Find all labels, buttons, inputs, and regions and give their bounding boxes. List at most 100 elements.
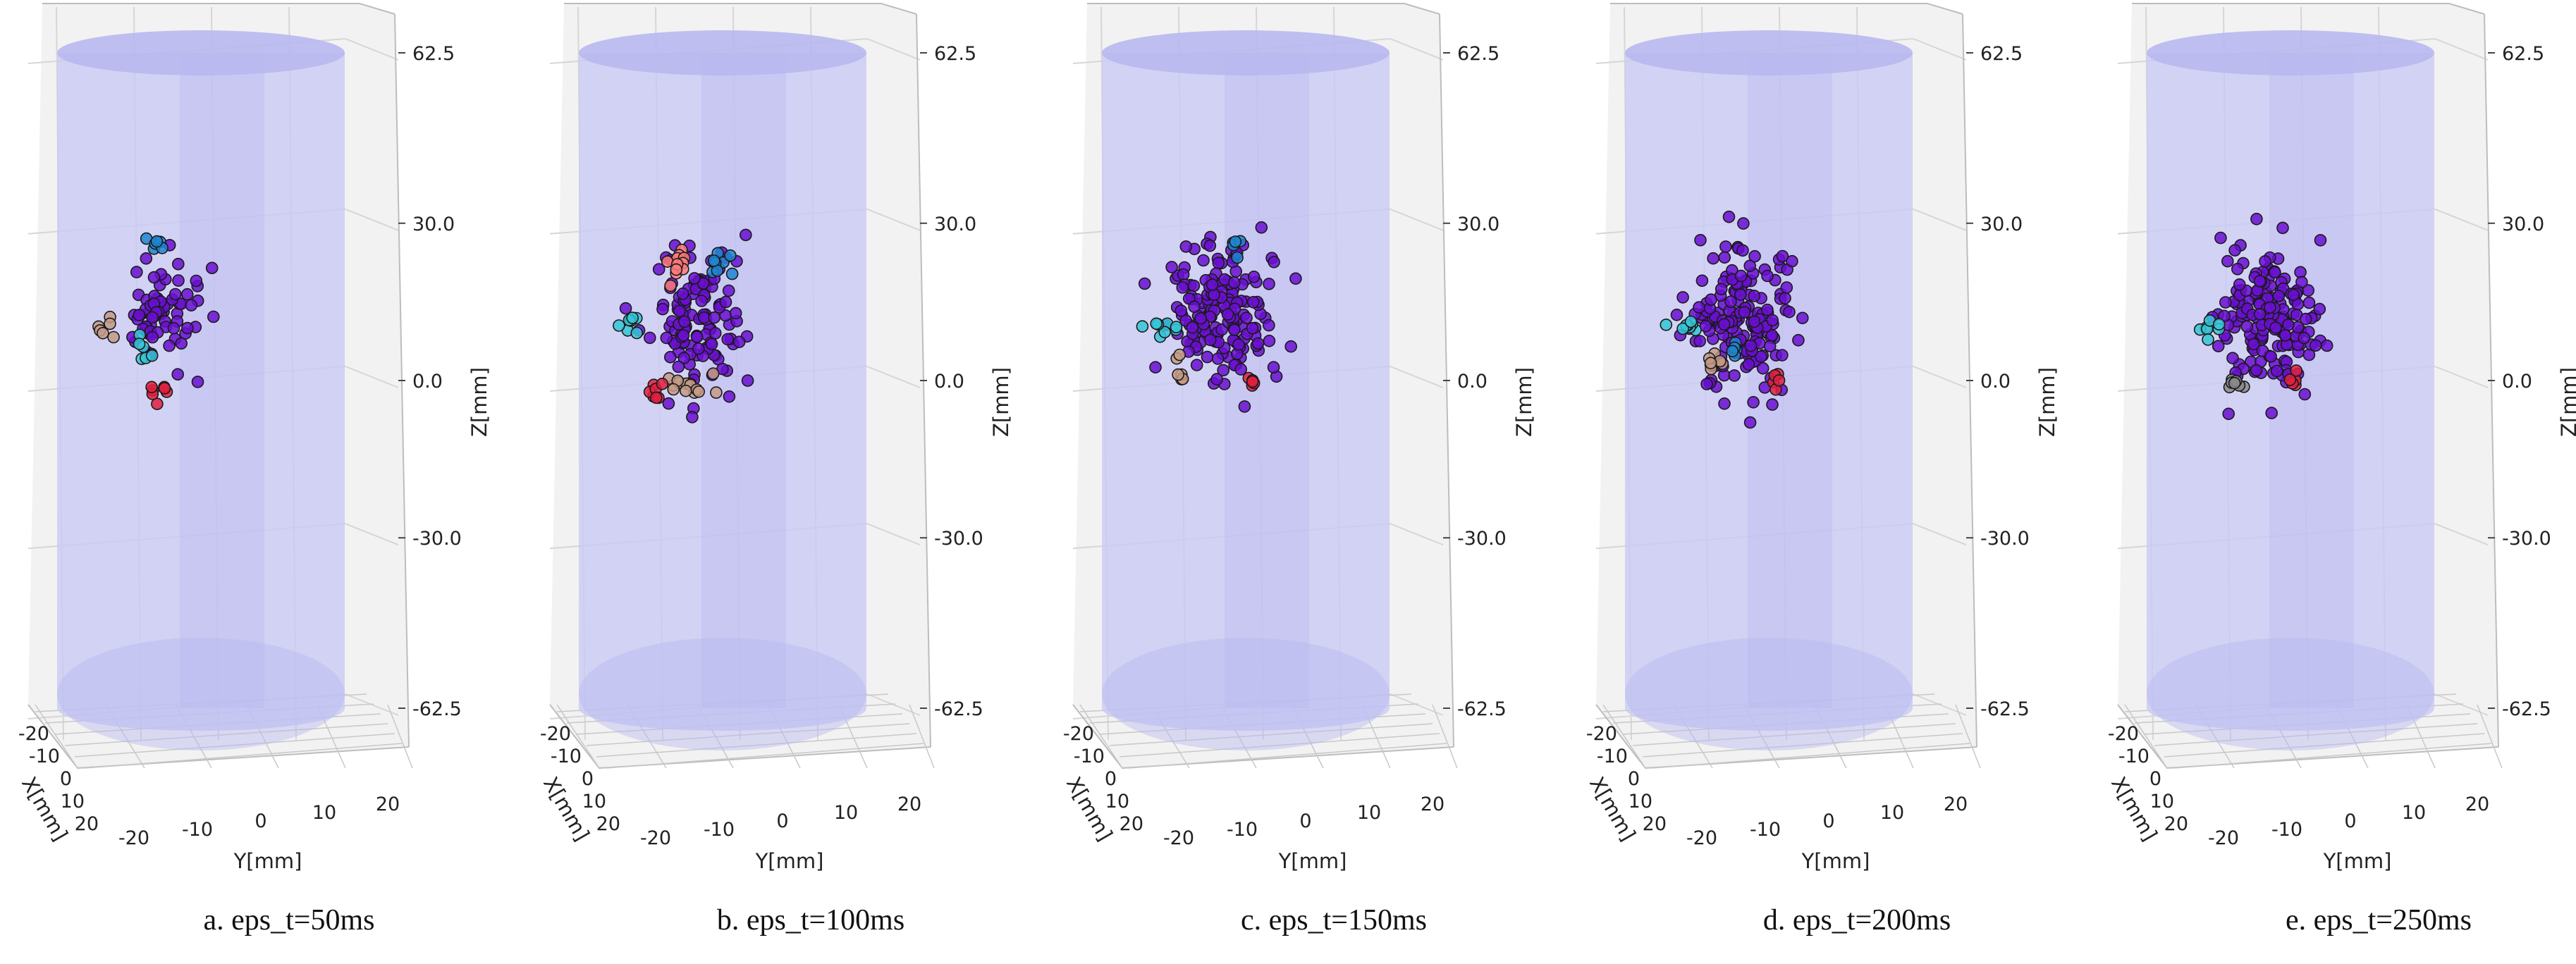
- scatter-point-cyan: [1150, 317, 1163, 330]
- z-tick-label: 0.0: [934, 371, 964, 393]
- scatter-point-main: [1676, 291, 1689, 304]
- cylinder-bottom-cap: [57, 638, 345, 750]
- y-tick-label: 10: [1880, 802, 1904, 824]
- panel-caption: a. eps_t=50ms: [203, 904, 375, 937]
- x-tick-label: 0: [582, 768, 594, 790]
- scatter-point-main: [1246, 321, 1259, 335]
- y-tick-label: -10: [182, 819, 213, 841]
- scatter-point-main: [690, 330, 704, 343]
- scatter-point-main: [2214, 231, 2227, 245]
- y-tick-label: 20: [897, 793, 921, 815]
- scatter-point-main: [2250, 364, 2263, 377]
- scatter-point-main: [739, 228, 752, 242]
- scatter-point-tan: [710, 386, 723, 399]
- scatter-point-main: [2309, 339, 2322, 352]
- y-tick-label: 20: [376, 793, 400, 815]
- scatter-point-main: [1699, 319, 1712, 333]
- z-tick-label: 0.0: [1980, 371, 2011, 393]
- scatter-point-cyan: [1676, 322, 1689, 335]
- x-tick-label: 10: [1629, 791, 1652, 812]
- scatter-point-main: [2271, 364, 2283, 378]
- scatter-point-main: [698, 311, 711, 324]
- scatter-point-main: [190, 274, 203, 288]
- scatter-point-main: [1289, 272, 1302, 285]
- scatter-point-main: [2264, 350, 2277, 363]
- scatter-point-main: [1766, 398, 1779, 411]
- scatter-point-main: [678, 315, 691, 328]
- y-tick-label: 0: [254, 810, 266, 832]
- x-tick-label: -20: [2108, 723, 2139, 745]
- scatter-point-main: [695, 295, 708, 307]
- scatter-point-red: [656, 377, 669, 390]
- scatter-point-main: [2278, 329, 2292, 342]
- z-tick-label: 62.5: [412, 43, 455, 65]
- scatter-point-main: [2298, 388, 2312, 401]
- scatter-point-main: [1149, 361, 1162, 374]
- scatter-point-cyan: [626, 311, 639, 324]
- scatter-point-main: [2264, 301, 2276, 314]
- scatter-point-main: [2282, 319, 2295, 331]
- x-tick-label: 10: [2150, 791, 2174, 812]
- scatter-point-main: [1783, 305, 1796, 319]
- z-tick-label: -30.0: [934, 528, 983, 550]
- scatter-point-main: [1705, 293, 1717, 307]
- scatter-point-main: [2269, 266, 2281, 279]
- scatter-point-main: [1203, 239, 1217, 252]
- scatter-point-main: [1722, 210, 1736, 223]
- z-tick-label: -30.0: [2502, 528, 2551, 550]
- scatter-point-main: [721, 333, 734, 346]
- panel-caption: e. eps_t=250ms: [2286, 904, 2472, 937]
- scatter-point-main: [2298, 331, 2311, 345]
- z-axis-label: Z[mm]: [2557, 367, 2576, 437]
- y-axis-label: Y[mm]: [755, 849, 824, 873]
- z-tick-label: -62.5: [1457, 698, 1507, 720]
- y-tick-label: 20: [1421, 793, 1445, 815]
- cylinder-body: [57, 53, 345, 731]
- y-tick-label: -10: [1750, 819, 1781, 841]
- scatter-point-main: [1763, 340, 1777, 353]
- x-tick-label: -20: [1586, 723, 1617, 745]
- scatter-point-main: [1267, 361, 1280, 374]
- scatter-point-main: [1717, 318, 1731, 331]
- scatter-point-main: [1786, 254, 1798, 268]
- scatter-point-red: [2283, 373, 2297, 386]
- scatter-point-main: [2295, 276, 2308, 289]
- scatter-point-tan: [692, 385, 705, 398]
- scatter-point-main: [1761, 303, 1774, 316]
- scatter-point-main: [1238, 400, 1251, 413]
- scatter-point-main: [1138, 277, 1151, 290]
- scatter-point-main: [2219, 296, 2232, 309]
- x-tick-label: -20: [1063, 723, 1094, 745]
- z-tick-label: -30.0: [1980, 528, 2030, 550]
- y-tick-label: -20: [1163, 827, 1194, 849]
- z-axis-label: Z[mm]: [2035, 367, 2059, 437]
- y-tick-label: -20: [118, 827, 149, 849]
- y-tick-label: -20: [1686, 827, 1717, 849]
- cylinder-top-cap: [579, 30, 866, 75]
- scatter-point-cyan: [1170, 321, 1183, 333]
- cylinder-bottom-cap: [1102, 638, 1390, 750]
- scatter-point-main: [1263, 319, 1275, 332]
- scatter-point-main: [1174, 304, 1188, 317]
- z-tick-label: 30.0: [2502, 214, 2544, 235]
- scatter-point-main: [723, 390, 736, 403]
- scatter-point-tan: [1172, 368, 1184, 381]
- scatter-point-main: [1748, 290, 1761, 302]
- scatter-point-tan: [706, 367, 720, 381]
- scatter-point-main: [191, 376, 204, 388]
- scatter-point-main: [2287, 288, 2300, 302]
- x-tick-label: 0: [2149, 768, 2161, 790]
- scatter-point-main: [1263, 334, 1276, 347]
- scatter-point-red: [2290, 364, 2302, 377]
- z-tick-label: 0.0: [2502, 371, 2532, 393]
- x-tick-label: 20: [596, 813, 620, 835]
- scatter-point-main: [677, 329, 690, 342]
- scatter-point-main: [708, 311, 720, 324]
- scatter-point-salmon: [664, 279, 677, 292]
- scatter-point-main: [1743, 259, 1756, 273]
- scatter-point-main: [686, 411, 699, 424]
- scatter-points: [1136, 221, 1302, 413]
- scatter-point-main: [1201, 350, 1214, 364]
- scatter-point-main: [619, 302, 632, 315]
